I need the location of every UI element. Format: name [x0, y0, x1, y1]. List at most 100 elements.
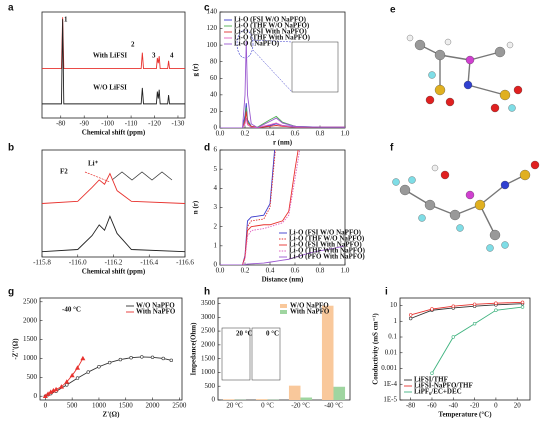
molecule-sketch	[111, 171, 173, 181]
atom	[486, 244, 494, 252]
annotation: 0 °C	[266, 330, 279, 338]
y-tick-label: 10	[390, 301, 398, 309]
series-line	[220, 107, 345, 128]
marker	[129, 355, 133, 360]
x-tick-label: 0.6	[291, 130, 300, 138]
annotation: 1	[64, 16, 68, 24]
atom	[499, 89, 511, 101]
bond	[467, 59, 471, 86]
x-tick-label: -20 °C	[291, 402, 310, 410]
series-line	[410, 301, 523, 316]
x-tick-label: 1500	[119, 402, 134, 410]
x-tick-label: 20 °C	[226, 402, 243, 410]
marker	[53, 386, 59, 392]
atom	[465, 190, 475, 200]
plot-frame	[219, 11, 346, 129]
panel: d 0 1 2 3 4 5 6 0.0 0.2 0.4 0.6 0.8 1.0 Distance (nm) n…	[192, 143, 366, 284]
annotation: 20 °C	[236, 330, 253, 338]
marker	[118, 357, 123, 362]
y-tick-label: 1	[394, 317, 398, 325]
marker	[430, 307, 434, 311]
x-tick-label: -110	[125, 120, 138, 128]
series-line	[431, 306, 523, 374]
marker	[150, 355, 155, 360]
y-axis-label: Impedance(Ohm)	[190, 322, 198, 376]
y-tick-label: 20	[210, 107, 218, 115]
bar	[333, 386, 346, 400]
legend-label: Li-O (THF W/O NaPFO)	[234, 22, 310, 30]
x-tick-label: -116.4	[140, 259, 158, 267]
atom	[414, 39, 426, 51]
marker	[520, 305, 525, 309]
atom	[425, 95, 435, 105]
annotation: Li⁺	[88, 160, 99, 168]
panel-letter: h	[204, 287, 210, 298]
plot-area	[42, 172, 185, 253]
marker	[161, 356, 165, 361]
bond	[469, 51, 501, 61]
y-tick-label: 0.01	[385, 348, 398, 356]
annotation: -40 °C	[62, 306, 81, 314]
atom	[418, 214, 426, 222]
y-axis-label: -Z''(Ω)	[12, 338, 20, 360]
legend-label: Li-O ( NaPFO)	[234, 40, 280, 48]
legend-label: Li-O (FSI W/O NaPFO)	[289, 229, 362, 237]
plot-frame	[399, 297, 531, 401]
y-tick-label: 4	[214, 184, 218, 192]
y-tick-label: 2500	[23, 297, 38, 305]
bond	[479, 204, 496, 236]
marker	[472, 302, 477, 306]
x-tick-label: 2000	[146, 402, 161, 410]
y-tick-label: 40	[210, 90, 218, 98]
x-tick-label: -80	[56, 120, 66, 128]
panel-letter: f	[390, 143, 394, 154]
x-tick-label: -115.8	[33, 259, 51, 267]
y-tick-label: 2000	[201, 340, 216, 348]
marker	[58, 384, 64, 389]
atom	[474, 199, 486, 211]
marker	[65, 383, 69, 387]
legend-label: LiPF₆/EC+DEC	[414, 388, 462, 396]
x-tick-label: 0.4	[266, 130, 275, 138]
legend-label: Li-O (THF With NaPFO)	[289, 247, 366, 255]
molecule-e: e	[390, 5, 523, 113]
legend-label: W/O NaPFO	[136, 302, 175, 310]
panel: h 0 500 1000 1500 2000 2500 3000 3500 Impedance(O…	[190, 287, 351, 410]
plot-frame	[39, 297, 183, 401]
marker	[408, 316, 413, 321]
atom	[463, 80, 473, 90]
legend-swatch	[280, 310, 287, 314]
x-tick-label: 0 °C	[261, 402, 274, 410]
y-tick-label: 500	[27, 373, 38, 381]
series-line	[220, 103, 345, 128]
y-tick-label: 0	[212, 396, 216, 404]
legend-label: Li-O (PFO With NaPFO)	[289, 253, 365, 261]
legend-label: Li-O (FSI With NaPFO)	[234, 28, 307, 36]
zoom-line	[252, 39, 293, 43]
y-tick-label: 6	[214, 146, 218, 154]
legend-label: Li-O (THF With NaPFO)	[234, 34, 311, 42]
legend: Li-O (FSI W/O NaPFO)Li-O (THF W/O NaPFO)…	[279, 229, 366, 261]
y-tick-label: 60	[210, 74, 218, 82]
legend-label: Li-O (FSI With NaPFO)	[289, 241, 362, 249]
marker	[74, 365, 81, 370]
x-tick-label: -116.6	[176, 259, 194, 267]
bar	[255, 399, 268, 400]
x-tick-label: -116.2	[105, 259, 123, 267]
panel-letter: g	[8, 287, 14, 298]
series-line	[42, 19, 185, 105]
atom	[456, 224, 464, 232]
y-axis-label: n (r)	[192, 200, 200, 214]
y-tick-label: 1500	[23, 335, 38, 343]
x-tick-label: 500	[67, 402, 78, 410]
marker	[69, 372, 75, 378]
x-tick-label: -100	[101, 120, 114, 128]
y-tick-label: 0	[34, 392, 38, 400]
annotation: 4	[170, 52, 174, 60]
y-tick-label: 1000	[201, 368, 216, 376]
bar	[288, 385, 301, 400]
atom	[406, 34, 414, 42]
legend-label: W/O NaPFO	[290, 302, 329, 310]
x-tick-label: 0.2	[241, 267, 250, 275]
